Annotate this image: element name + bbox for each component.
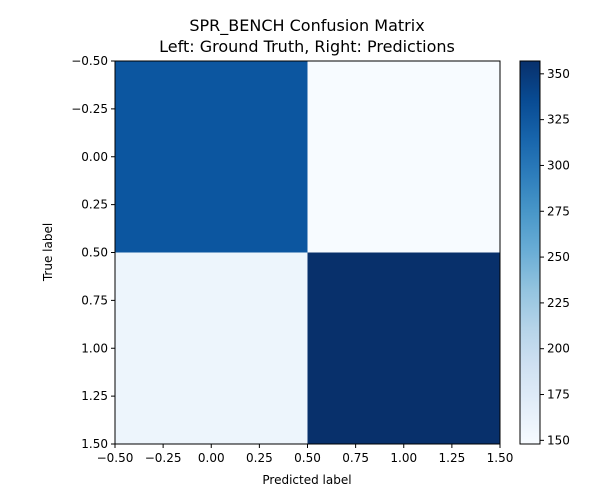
colorbar-tick-label: 300 [547,158,570,172]
y-tick-label: −0.25 [71,102,108,116]
colorbar-tick-label: 350 [547,67,570,81]
x-tick-label: 0.00 [198,451,225,465]
x-tick-label: 1.00 [390,451,417,465]
colorbar-ticks: 150 175 200 225 250 275 300 325 350 [540,67,570,448]
colorbar-tick-label: 250 [547,250,570,264]
heatmap-cell-1-1 [308,253,501,445]
y-tick-label: 1.50 [81,437,108,451]
x-tick-label: 1.25 [439,451,466,465]
colorbar-tick-label: 325 [547,113,570,127]
chart-title-line-1: SPR_BENCH Confusion Matrix [189,16,424,36]
y-axis-ticks: −0.50 −0.25 0.00 0.25 0.50 0.75 1.00 1.25 1.50 [71,54,115,451]
y-tick-label: 1.00 [81,341,108,355]
heatmap-cell-0-1 [308,61,501,253]
x-tick-label: 0.50 [294,451,321,465]
x-axis-label: Predicted label [262,473,351,487]
colorbar-tick-label: 150 [547,433,570,447]
chart-title-line-2: Left: Ground Truth, Right: Predictions [159,37,455,56]
heatmap-cell-0-0 [115,61,308,253]
y-tick-label: −0.50 [71,54,108,68]
y-tick-label: 1.25 [81,389,108,403]
x-tick-label: 1.50 [487,451,514,465]
y-tick-label: 0.75 [81,293,108,307]
x-tick-label: −0.25 [145,451,182,465]
y-tick-label: 0.00 [81,150,108,164]
colorbar-tick-label: 175 [547,388,570,402]
x-tick-label: 0.75 [342,451,369,465]
heatmap-cell-1-0 [115,253,308,445]
x-axis-ticks: −0.50 −0.25 0.00 0.25 0.50 0.75 1.00 1.25 1.50 [97,444,514,465]
colorbar [520,61,540,444]
colorbar-tick-label: 200 [547,342,570,356]
x-tick-label: −0.50 [97,451,134,465]
y-tick-label: 0.25 [81,198,108,212]
x-tick-label: 0.25 [246,451,273,465]
colorbar-tick-label: 275 [547,204,570,218]
y-axis-label: True label [41,223,55,282]
y-tick-label: 0.50 [81,246,108,260]
colorbar-tick-label: 225 [547,296,570,310]
heatmap-cells [115,61,500,444]
